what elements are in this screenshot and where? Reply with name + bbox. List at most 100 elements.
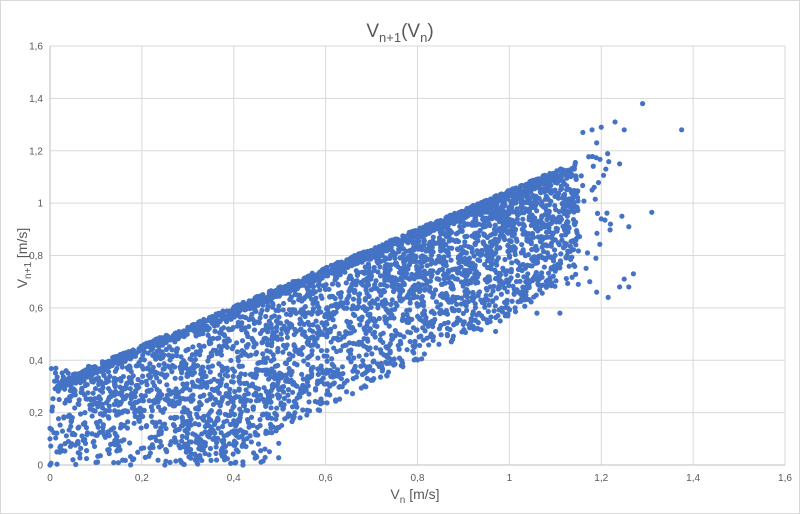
data-point (208, 350, 214, 356)
data-point (178, 375, 184, 381)
data-point (299, 298, 305, 304)
data-point (294, 383, 300, 389)
data-point (522, 265, 528, 271)
data-point (589, 187, 595, 193)
data-point (148, 387, 154, 393)
data-point (481, 206, 487, 212)
data-point (533, 243, 539, 249)
data-point (430, 323, 436, 330)
data-point (262, 335, 269, 341)
data-point (617, 284, 623, 290)
data-point (272, 292, 278, 298)
data-point (212, 420, 218, 426)
data-point (189, 372, 195, 378)
data-point (497, 245, 503, 251)
data-point (379, 300, 386, 307)
data-point (163, 425, 169, 432)
data-point (489, 216, 495, 222)
data-point (475, 320, 481, 326)
data-point (573, 242, 579, 248)
data-point (447, 220, 454, 226)
data-point (327, 383, 333, 389)
data-point (348, 330, 354, 336)
data-point (411, 239, 418, 245)
data-point (260, 294, 266, 300)
data-point (535, 228, 541, 234)
data-point (310, 322, 316, 328)
data-point (190, 392, 196, 398)
data-point (233, 447, 240, 453)
data-point (177, 445, 183, 451)
data-point (239, 363, 245, 369)
data-point (168, 439, 174, 445)
data-point (548, 254, 554, 260)
data-point (312, 340, 318, 346)
data-point (201, 417, 207, 423)
data-point (152, 397, 158, 403)
data-point (541, 174, 547, 180)
data-point (291, 286, 297, 292)
data-point (440, 272, 447, 278)
data-point (77, 455, 83, 461)
data-point (433, 299, 440, 305)
data-point (492, 226, 498, 232)
data-point (361, 325, 367, 331)
data-point (51, 378, 58, 384)
x-tick-labels: 0 0,2 0,4 0,6 0,8 1 1,2 1,4 1,6 (47, 473, 792, 484)
data-point (256, 386, 262, 392)
data-point (504, 289, 510, 295)
data-point (350, 376, 356, 382)
data-point (281, 300, 287, 307)
data-point (112, 388, 119, 395)
data-point (166, 387, 172, 393)
data-point (298, 307, 305, 313)
data-point (145, 365, 151, 371)
data-point (198, 447, 204, 453)
data-point (70, 457, 76, 463)
data-point (297, 283, 303, 289)
data-point (485, 308, 491, 315)
data-point (420, 273, 426, 279)
data-point (264, 328, 271, 334)
data-point (445, 275, 452, 281)
data-point (178, 354, 184, 360)
data-point (451, 308, 457, 314)
data-point (234, 349, 240, 355)
data-point (366, 268, 372, 274)
data-point (576, 233, 583, 240)
data-point (462, 242, 468, 249)
data-point (291, 414, 297, 420)
data-point (385, 267, 391, 273)
data-point (383, 245, 389, 251)
data-point (209, 320, 215, 326)
data-point (156, 444, 163, 450)
data-point (362, 296, 368, 302)
data-point (250, 450, 257, 456)
data-point (545, 196, 551, 202)
data-point (468, 207, 474, 213)
data-point (230, 325, 236, 331)
data-point (352, 260, 358, 266)
data-point (439, 218, 445, 224)
data-point (509, 220, 515, 226)
data-point (268, 405, 274, 411)
data-point (169, 369, 175, 375)
data-point (428, 261, 434, 267)
data-point (306, 399, 312, 405)
data-point (333, 309, 339, 315)
data-point (287, 312, 294, 318)
data-point (304, 412, 310, 418)
data-point (320, 331, 327, 337)
data-point (253, 319, 259, 325)
data-point (173, 458, 179, 464)
data-point (201, 343, 207, 349)
data-point (62, 448, 68, 454)
data-point (47, 436, 53, 442)
data-point (96, 394, 102, 400)
data-point (372, 318, 379, 324)
data-point (463, 261, 469, 267)
data-point (276, 307, 282, 313)
data-point (103, 400, 110, 406)
data-point (89, 378, 95, 385)
data-point (112, 442, 118, 448)
